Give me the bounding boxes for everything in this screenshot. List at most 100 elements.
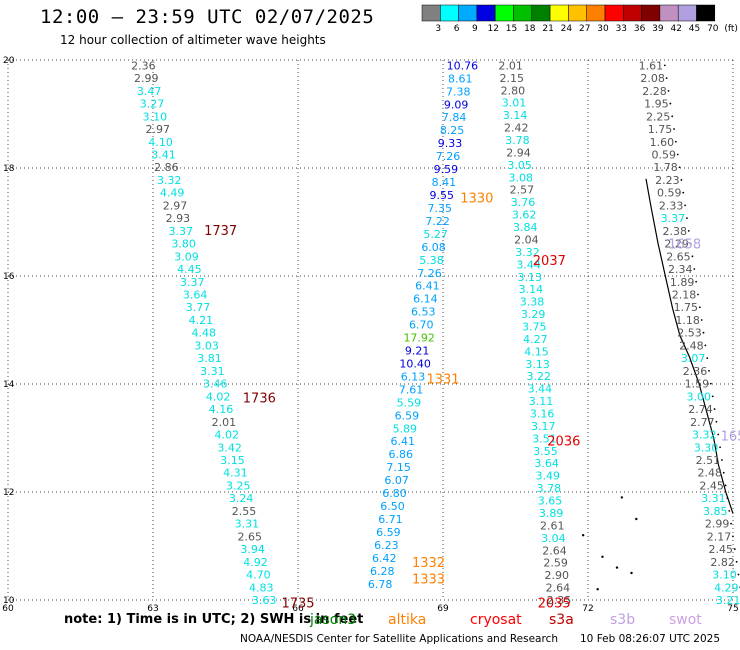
data-label: 3.94	[240, 543, 265, 556]
track-point	[689, 242, 692, 245]
data-label: 4.21	[189, 314, 214, 327]
data-label: 2.86	[154, 161, 179, 174]
track-point	[693, 268, 696, 270]
time-label: 1736	[243, 392, 276, 407]
data-label: 1.75	[674, 301, 699, 314]
data-label: 2.33	[659, 199, 684, 212]
data-label: 2.18	[672, 289, 697, 302]
data-label: 5.59	[397, 396, 422, 409]
colorbar-swatch	[494, 4, 514, 22]
colorbar-label: 3	[435, 24, 441, 34]
colorbar-swatch	[677, 4, 697, 22]
track-point	[695, 280, 698, 283]
data-label: 2.99	[134, 72, 159, 85]
data-label: 4.70	[246, 569, 271, 582]
data-label: 2.15	[500, 72, 525, 85]
data-label: 6.07	[384, 474, 409, 487]
x-tick-label: 63	[147, 604, 158, 614]
data-label: 3.25	[226, 479, 251, 492]
legend-s3b: s3b	[610, 612, 636, 628]
colorbar-label: 24	[561, 24, 573, 34]
data-label: 6.70	[409, 319, 434, 332]
data-label: 6.59	[395, 409, 420, 422]
colorbar-label: 39	[652, 24, 664, 34]
data-label: 3.00	[686, 390, 711, 403]
data-label: 2.08	[640, 72, 665, 85]
data-label: 3.78	[505, 134, 530, 147]
data-label: 6.41	[415, 280, 440, 293]
y-tick-label: 10	[3, 596, 15, 606]
data-label: 3.13	[518, 271, 543, 284]
track-point	[724, 484, 727, 487]
data-label: 3.81	[197, 352, 222, 365]
track-point	[733, 548, 736, 550]
data-label: 1.89	[670, 276, 695, 289]
colorbar-swatch	[586, 4, 606, 22]
track-point	[728, 510, 731, 512]
data-label: 3.27	[140, 98, 165, 111]
data-label: 4.29	[714, 581, 739, 594]
data-label: 2.59	[543, 557, 568, 570]
data-label: 4.48	[192, 327, 217, 340]
data-label: 2.17	[707, 530, 732, 543]
data-label: 2.29	[664, 238, 689, 251]
track-point	[682, 191, 685, 194]
data-label: 3.17	[531, 420, 556, 433]
data-label: 2.93	[166, 212, 191, 225]
x-tick-label: 75	[727, 604, 738, 614]
track-point	[722, 471, 725, 474]
data-label: 2.65	[666, 250, 691, 263]
data-label: 3.32	[692, 429, 717, 442]
island-mark	[620, 496, 624, 499]
data-label: 0.59	[651, 149, 676, 162]
data-label: 2.64	[546, 582, 571, 595]
track-point	[663, 64, 666, 67]
coastline	[645, 178, 734, 514]
data-label: 9.59	[434, 163, 459, 176]
track-point	[706, 357, 709, 360]
data-label: 2.77	[690, 416, 715, 429]
time-label: 1330	[460, 192, 493, 207]
data-label: 4.31	[223, 467, 248, 480]
data-label: 2.35	[547, 594, 572, 607]
data-label: 2.04	[514, 233, 539, 246]
colorbar-label: 21	[542, 24, 553, 34]
data-label: 1.61	[639, 59, 664, 72]
track-point	[691, 255, 694, 258]
data-label: 2.45	[699, 479, 724, 492]
colorbar-swatch	[568, 4, 587, 22]
data-label: 1.95	[644, 98, 669, 111]
data-label: 3.49	[536, 470, 561, 483]
data-label: 8.61	[448, 72, 473, 85]
y-tick-label: 14	[3, 380, 15, 390]
data-label: 3.10	[143, 110, 168, 123]
data-label: 3.22	[527, 370, 552, 383]
data-label: 2.23	[655, 174, 680, 187]
data-label: 17.92	[403, 332, 435, 345]
colorbar-swatch	[458, 4, 478, 22]
time-label: 2037	[533, 254, 566, 269]
data-label: 6.13	[401, 370, 426, 383]
data-label: 1.60	[650, 136, 675, 149]
x-tick-label: 72	[582, 604, 593, 614]
data-label: 2.99	[705, 518, 730, 531]
track-point	[708, 369, 710, 372]
island-mark	[630, 571, 633, 575]
data-label: 2.28	[642, 85, 667, 98]
chart-title: 12:00 – 23:59 UTC 02/07/2025	[40, 6, 375, 28]
colorbar-swatch	[623, 4, 642, 22]
data-label: 2.36	[131, 59, 156, 72]
data-label: 3.44	[516, 258, 541, 271]
data-label: 3.85	[703, 505, 728, 518]
data-label: 3.10	[712, 569, 737, 582]
data-label: 2.97	[145, 123, 170, 136]
data-label: 3.07	[681, 352, 706, 365]
data-label: 7.38	[446, 85, 471, 98]
legend-jason3: jason3	[310, 612, 357, 628]
data-label: 3.21	[716, 594, 740, 607]
data-label: 3.29	[521, 308, 546, 321]
data-label: 2.64	[542, 544, 567, 557]
colorbar-swatch	[549, 4, 569, 22]
data-label: 7.61	[399, 383, 424, 396]
data-label: 3.37	[180, 276, 205, 289]
